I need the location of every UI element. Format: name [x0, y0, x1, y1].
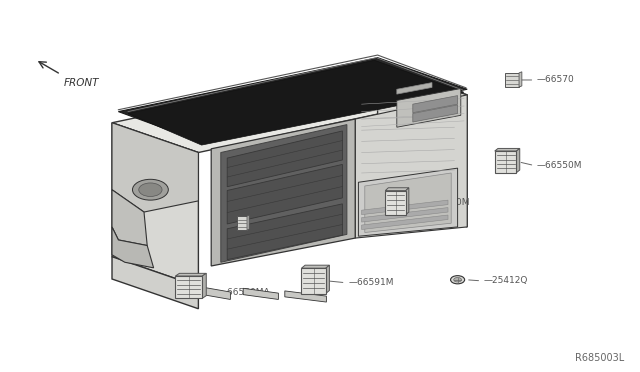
Polygon shape	[175, 276, 202, 298]
Polygon shape	[378, 67, 467, 227]
Polygon shape	[198, 286, 230, 299]
Polygon shape	[495, 151, 516, 173]
Polygon shape	[358, 168, 458, 236]
Polygon shape	[362, 200, 448, 215]
Polygon shape	[301, 268, 326, 294]
Polygon shape	[211, 119, 355, 266]
Polygon shape	[112, 190, 147, 246]
Polygon shape	[326, 265, 330, 294]
Polygon shape	[221, 125, 347, 262]
Polygon shape	[237, 216, 247, 230]
Text: —66550M: —66550M	[537, 161, 582, 170]
Text: —66550MA: —66550MA	[219, 288, 271, 297]
Polygon shape	[285, 291, 326, 302]
Polygon shape	[362, 208, 448, 222]
Polygon shape	[112, 227, 154, 268]
Polygon shape	[355, 95, 467, 238]
Polygon shape	[112, 67, 467, 153]
Polygon shape	[227, 164, 342, 224]
Polygon shape	[505, 73, 519, 87]
Circle shape	[451, 276, 465, 284]
Polygon shape	[385, 190, 406, 215]
Polygon shape	[413, 105, 458, 122]
Text: —66570: —66570	[537, 76, 575, 84]
Polygon shape	[397, 83, 432, 94]
Polygon shape	[112, 123, 198, 286]
Circle shape	[454, 278, 461, 282]
Text: —25412Q: —25412Q	[484, 276, 528, 285]
Polygon shape	[385, 188, 409, 190]
Polygon shape	[406, 188, 409, 215]
Polygon shape	[112, 257, 198, 309]
Circle shape	[139, 183, 162, 196]
Circle shape	[132, 179, 168, 200]
Text: —66591M: —66591M	[348, 278, 394, 287]
Text: FRONT: FRONT	[64, 78, 99, 88]
Polygon shape	[365, 173, 451, 232]
Polygon shape	[227, 204, 342, 260]
Text: —66371: —66371	[262, 219, 300, 228]
Polygon shape	[413, 96, 458, 113]
Polygon shape	[118, 58, 467, 143]
Polygon shape	[128, 60, 464, 145]
Polygon shape	[175, 273, 206, 276]
Polygon shape	[247, 215, 249, 230]
Polygon shape	[362, 215, 448, 230]
Polygon shape	[519, 72, 522, 87]
Text: —66590M: —66590M	[425, 198, 470, 207]
Polygon shape	[243, 288, 278, 299]
Polygon shape	[227, 131, 342, 187]
Polygon shape	[202, 273, 206, 298]
Polygon shape	[112, 123, 198, 212]
Text: R685003L: R685003L	[575, 353, 624, 363]
Polygon shape	[397, 89, 461, 127]
Polygon shape	[516, 148, 520, 173]
Polygon shape	[301, 265, 330, 268]
Polygon shape	[495, 148, 520, 151]
